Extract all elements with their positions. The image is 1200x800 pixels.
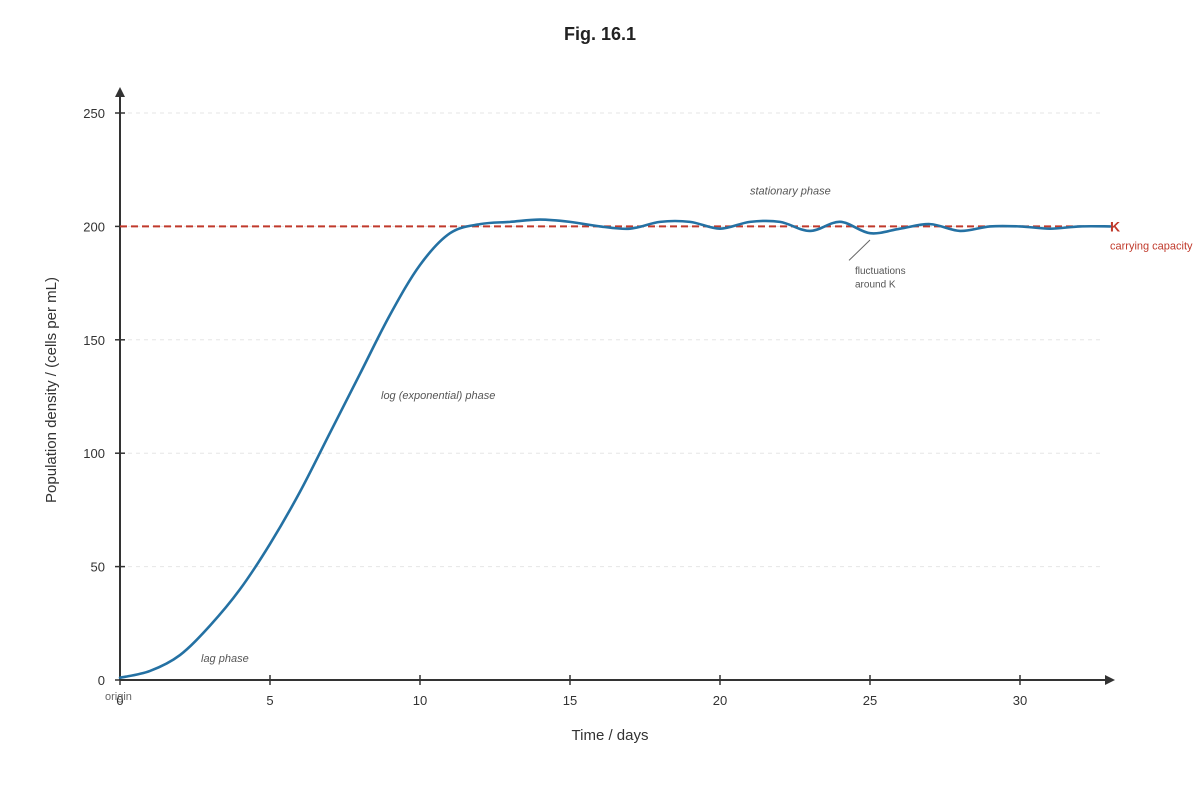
origin-label: origin — [105, 691, 132, 703]
x-tick-label: 30 — [1013, 693, 1027, 708]
x-tick-label: 5 — [266, 693, 273, 708]
data-series — [118, 218, 1112, 680]
x-tick-label: 0 — [116, 693, 123, 708]
x-tick-label: 15 — [563, 693, 577, 708]
growth-curve-line — [118, 218, 1112, 680]
y-tick-label: 250 — [83, 106, 105, 121]
annotations: lag phase log (exponential) phase stationa… — [201, 186, 906, 665]
x-tick-label: 10 — [413, 693, 427, 708]
y-axis-label: Population density / (cells per mL) — [43, 277, 60, 503]
chart-title: Fig. 16.1 — [564, 24, 636, 44]
fluctuations-pointer-line — [848, 239, 871, 261]
carrying-capacity-label: carrying capacity — [1110, 240, 1193, 252]
x-tick-label: 20 — [713, 693, 727, 708]
axes — [115, 87, 1115, 685]
grid-lines — [120, 112, 1100, 568]
annotation-around-k: around K — [855, 280, 896, 291]
y-tick-label: 50 — [91, 560, 105, 575]
y-tick-label: 100 — [83, 446, 105, 461]
annotation-log-exponential-phase: log (exponential) phase — [381, 390, 495, 402]
y-tick-label: 200 — [83, 219, 105, 234]
x-tick-label: 25 — [863, 693, 877, 708]
axis-ticks: 0 5 10 15 20 25 30 0 50 100 150 200 250 — [83, 106, 1027, 708]
annotation-lag-phase: lag phase — [201, 653, 249, 665]
y-tick-label: 150 — [83, 333, 105, 348]
carrying-capacity-k-label: K — [1110, 218, 1120, 234]
annotation-fluctuations: fluctuations — [855, 266, 906, 277]
y-tick-label: 0 — [98, 673, 105, 688]
x-axis-label: Time / days — [572, 727, 649, 744]
annotation-stationary-phase: stationary phase — [750, 186, 831, 198]
